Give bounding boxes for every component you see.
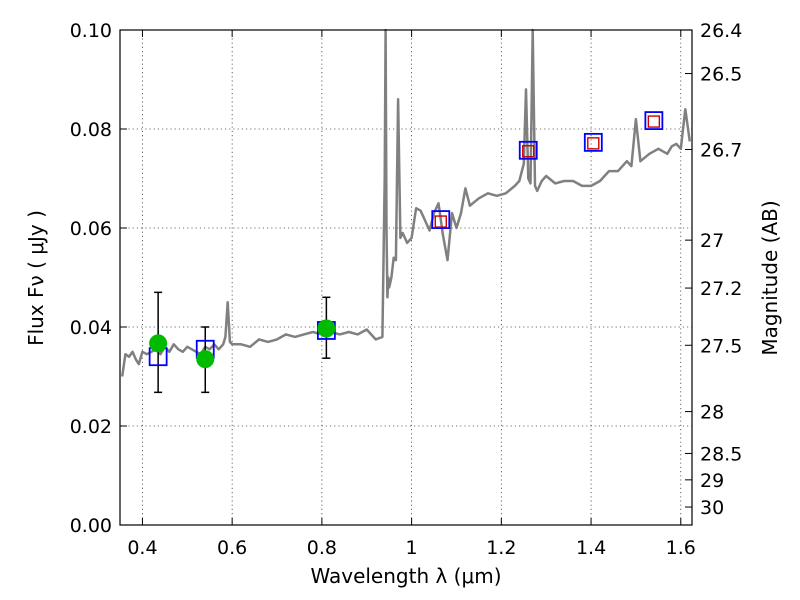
y2-tick-label: 27.5 <box>700 335 742 357</box>
grid-layer <box>120 30 692 525</box>
tick-layer: 0.4 0.6 0.8 1 1.2 1.4 1.6 0.00 0.02 0.04 0.06 0.08 0… <box>70 20 743 559</box>
x-tick-label: 1.6 <box>666 537 696 559</box>
y2-tick-label: 26.4 <box>700 20 742 42</box>
y-tick-label: 0.02 <box>70 416 112 438</box>
y2-tick-label: 26.5 <box>700 64 742 86</box>
y2-tick-label: 27 <box>700 230 724 252</box>
x-axis-label: Wavelength λ (μm) <box>310 564 501 588</box>
marker-layer <box>148 111 664 394</box>
x-tick-label: 1.4 <box>576 537 606 559</box>
y2-tick-label: 30 <box>700 497 724 519</box>
y2-tick-label: 26.7 <box>700 139 742 161</box>
y-tick-label: 0.04 <box>70 317 112 339</box>
model-square-red <box>434 215 447 228</box>
y2-tick-label: 28 <box>700 402 724 424</box>
model-square-red <box>587 137 600 150</box>
y-tick-label: 0.06 <box>70 218 112 240</box>
x-tick-label: 0.4 <box>127 537 157 559</box>
model-square-blue <box>583 132 603 152</box>
spectrum-line <box>120 28 692 377</box>
model-square-red <box>647 115 661 128</box>
observed-point <box>149 334 168 353</box>
y2-axis-label: Magnitude (AB) <box>758 200 782 355</box>
x-tick-label: 1.2 <box>486 537 516 559</box>
series-layer <box>120 28 692 377</box>
x-tick-label: 0.8 <box>307 537 337 559</box>
model-square-red <box>522 145 535 158</box>
y-tick-label: 0.00 <box>70 515 112 537</box>
y2-tick-label: 27.2 <box>700 278 742 300</box>
x-tick-label: 0.6 <box>217 537 247 559</box>
observed-point <box>317 319 336 338</box>
y2-tick-label: 28.5 <box>700 443 742 465</box>
x-tick-label: 1 <box>406 537 418 559</box>
y-tick-label: 0.08 <box>70 119 112 141</box>
y-tick-label: 0.10 <box>70 20 112 42</box>
model-square-blue <box>518 140 538 160</box>
observed-point <box>196 350 215 369</box>
model-square-blue <box>644 111 664 130</box>
y2-tick-label: 29 <box>700 470 724 492</box>
y-axis-label: Flux Fν ( μJy ) <box>24 210 48 346</box>
plot-frame <box>119 29 693 526</box>
model-square-blue <box>431 210 451 229</box>
